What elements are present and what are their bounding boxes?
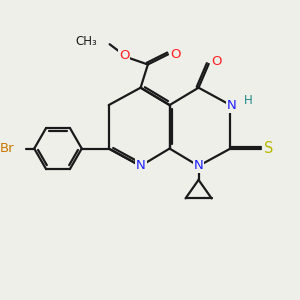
Text: S: S	[264, 141, 274, 156]
Text: O: O	[170, 48, 181, 61]
Text: N: N	[227, 99, 237, 112]
Text: Br: Br	[0, 142, 15, 155]
Text: N: N	[194, 159, 203, 172]
Text: N: N	[136, 159, 146, 172]
Text: CH₃: CH₃	[76, 35, 98, 48]
Text: H: H	[244, 94, 253, 107]
Text: O: O	[212, 55, 222, 68]
Text: O: O	[119, 49, 129, 62]
